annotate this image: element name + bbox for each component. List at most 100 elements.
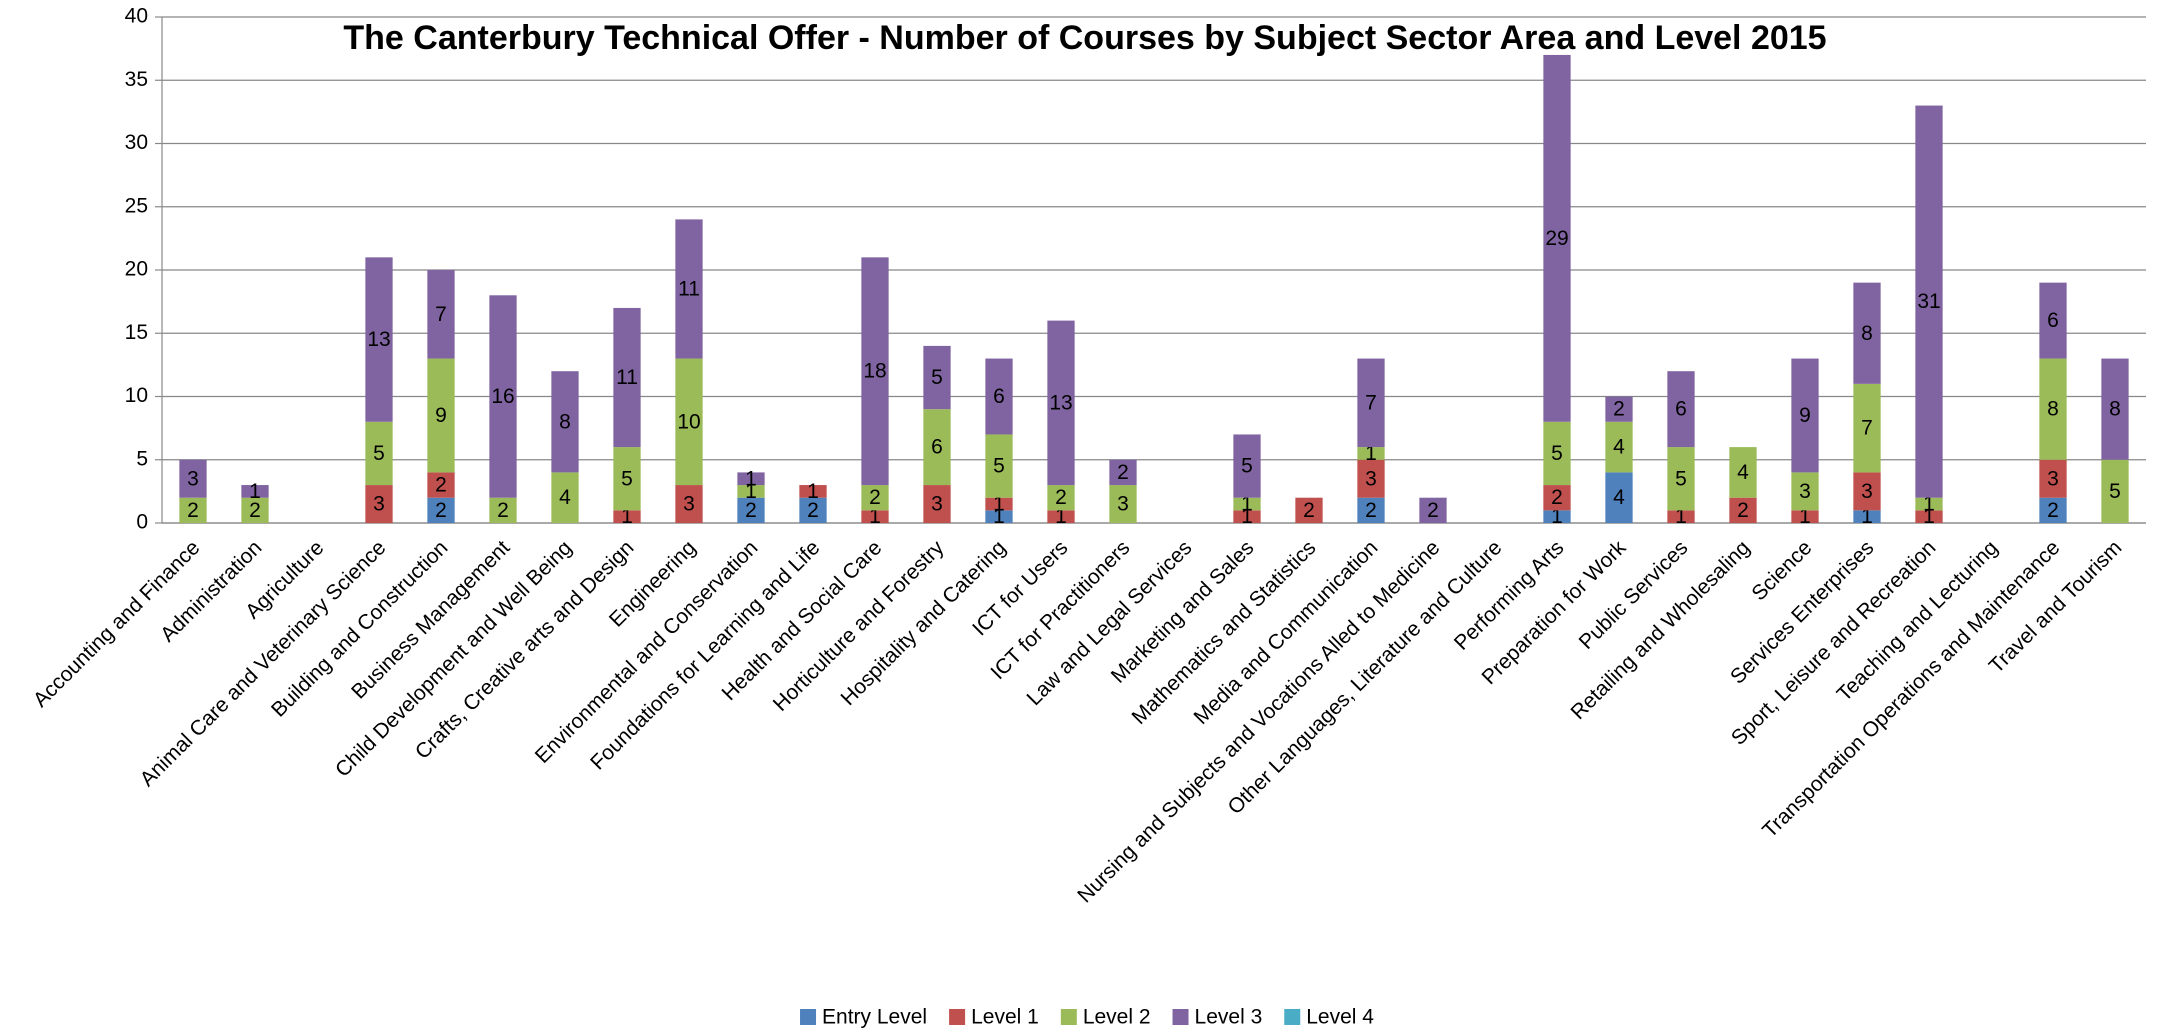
legend-label: Entry Level	[822, 1006, 927, 1029]
bar-segment	[2101, 459, 2129, 523]
bar-segment	[1233, 434, 1261, 498]
data-label: 2	[1365, 499, 1377, 522]
data-label: 10	[677, 410, 700, 433]
bar-segment	[923, 345, 951, 410]
data-label: 2	[435, 474, 447, 497]
bar-segment	[1791, 472, 1819, 511]
data-label: 18	[863, 360, 886, 383]
bar-segment	[489, 295, 517, 498]
data-label: 6	[993, 385, 1005, 408]
y-tick-label: 30	[125, 131, 148, 154]
data-label: 13	[367, 328, 390, 351]
data-label: 13	[1049, 391, 1072, 414]
bar-segment	[799, 497, 827, 523]
bar-segment	[1667, 447, 1695, 511]
data-label: 2	[1737, 499, 1749, 522]
y-tick-label: 5	[136, 447, 148, 470]
data-label: 2	[1303, 499, 1315, 522]
bar-segment	[551, 371, 579, 473]
bar-segment	[2039, 358, 2067, 460]
data-label: 7	[435, 303, 447, 326]
bar-segment	[241, 497, 269, 523]
data-label: 5	[1241, 455, 1253, 478]
bar-segment	[675, 358, 703, 486]
data-label: 1	[621, 505, 633, 528]
x-tick-label: Public Services	[1575, 536, 1693, 654]
data-label: 1	[1365, 442, 1377, 465]
bar-segment	[1357, 358, 1385, 448]
data-label: 1	[1055, 505, 1067, 528]
bar-segment	[489, 497, 517, 523]
data-label: 9	[435, 404, 447, 427]
bar-segment	[2101, 358, 2129, 460]
y-tick-label: 10	[125, 384, 148, 407]
bar-segment	[1357, 497, 1385, 523]
bar-segment	[1729, 497, 1757, 523]
data-label: 6	[1675, 398, 1687, 421]
bar-segment	[1047, 510, 1075, 523]
bar-segment	[1109, 485, 1137, 523]
data-label: 3	[1365, 467, 1377, 490]
data-label: 4	[1737, 461, 1749, 484]
bar-segment	[1605, 472, 1633, 523]
bar-segment	[427, 358, 455, 473]
data-label: 3	[187, 467, 199, 490]
data-label: 1	[1241, 493, 1253, 516]
bar-segment	[613, 510, 641, 523]
data-label: 2	[1117, 461, 1129, 484]
data-label: 4	[1613, 486, 1625, 509]
bar-segment	[799, 485, 827, 498]
bar-segment	[1667, 510, 1695, 523]
data-label: 6	[2047, 309, 2059, 332]
data-label: 16	[491, 385, 514, 408]
bar-segment	[1357, 459, 1385, 498]
bar-segment	[985, 497, 1013, 511]
data-label: 3	[1117, 493, 1129, 516]
data-label: 4	[559, 486, 571, 509]
bar-segment	[861, 510, 889, 523]
bar-segment	[2039, 497, 2067, 523]
legend-swatch	[1172, 1009, 1189, 1025]
bar-segment	[861, 485, 889, 511]
bar-segment	[427, 472, 455, 498]
y-tick-label: 40	[125, 5, 148, 28]
data-label: 1	[745, 467, 757, 490]
data-label: 31	[1917, 290, 1940, 313]
bar-segment	[2039, 459, 2067, 498]
data-label: 2	[249, 499, 261, 522]
y-tick-label: 25	[125, 194, 148, 217]
data-label: 7	[1365, 391, 1377, 414]
bar-segment	[985, 358, 1013, 435]
data-label: 29	[1545, 227, 1568, 250]
bar-segment	[427, 497, 455, 523]
bar-segment	[365, 421, 393, 486]
x-tick-label: Transportation Operations and Maintenanc…	[1758, 536, 2064, 842]
bar-segment	[1729, 447, 1757, 498]
x-tick-label: Environmental and Conservation	[531, 536, 763, 768]
bar-segment	[1543, 421, 1571, 486]
bar-segment	[1233, 510, 1261, 523]
data-label: 2	[807, 499, 819, 522]
bar-segment	[1853, 383, 1881, 473]
bar-segment	[737, 497, 765, 523]
legend-label: Level 2	[1083, 1006, 1151, 1029]
legend-swatch	[1060, 1009, 1077, 1025]
data-label: 1	[869, 505, 881, 528]
bar-segment	[1791, 510, 1819, 523]
legend-swatch	[1284, 1009, 1301, 1025]
data-label: 1	[1923, 493, 1935, 516]
data-label: 1	[1923, 505, 1935, 528]
bar-segment	[1853, 472, 1881, 511]
data-label: 7	[1861, 417, 1873, 440]
bar-segment	[923, 485, 951, 523]
data-label: 6	[931, 436, 943, 459]
data-label: 2	[745, 499, 757, 522]
bar-segment	[427, 270, 455, 359]
bar-segment	[1047, 320, 1075, 486]
data-label: 2	[497, 499, 509, 522]
data-label: 1	[1675, 505, 1687, 528]
data-label: 4	[1613, 436, 1625, 459]
bar-segment	[1543, 485, 1571, 511]
data-label: 8	[1861, 322, 1873, 345]
